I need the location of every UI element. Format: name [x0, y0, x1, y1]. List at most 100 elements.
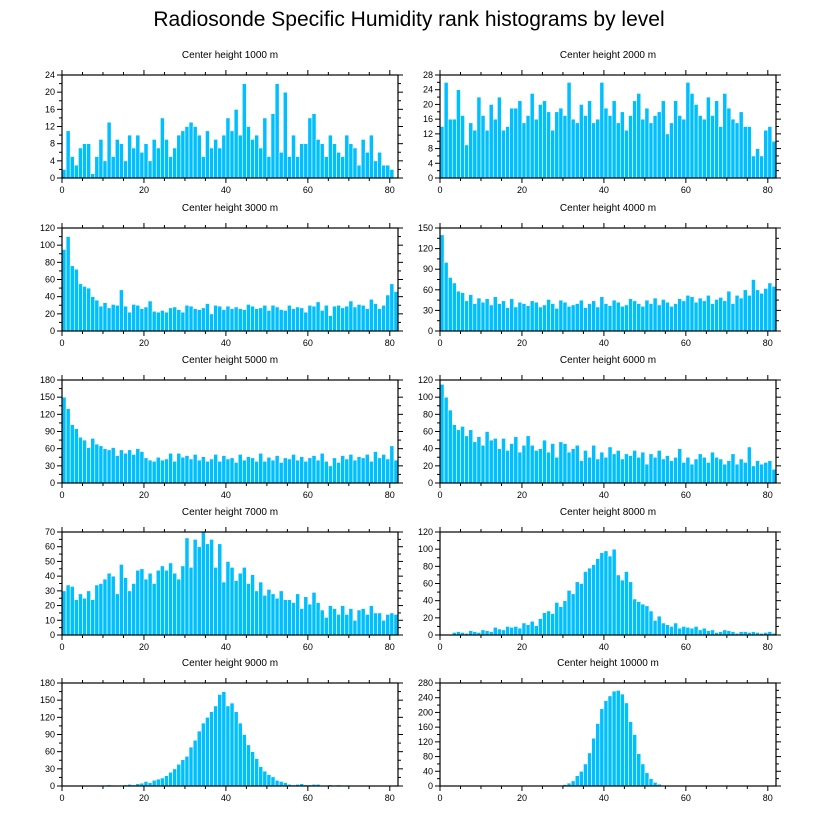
histogram-bar: [274, 306, 280, 332]
histogram-bar: [476, 96, 482, 179]
panel-title: Center height 7000 m: [182, 507, 278, 518]
histogram-bar: [332, 143, 337, 179]
y-tick-label: 40: [45, 292, 55, 302]
histogram-bar: [135, 448, 141, 484]
histogram-bar: [69, 265, 75, 332]
histogram-bar: [90, 438, 96, 484]
histogram-bar: [258, 766, 264, 787]
histogram-bar: [131, 583, 137, 636]
x-tick-label: 20: [517, 338, 527, 348]
histogram-bar: [607, 555, 613, 636]
histogram-bar: [628, 455, 633, 484]
histogram-bar: [229, 308, 235, 332]
y-tick-label: 100: [40, 240, 55, 250]
histogram-bar: [377, 612, 382, 636]
histogram-bar: [192, 739, 198, 787]
histogram-bar: [599, 296, 605, 332]
histogram-bar: [587, 100, 592, 179]
histogram-bar: [550, 129, 556, 179]
histogram-bar: [291, 454, 296, 484]
histogram-bar: [229, 702, 235, 787]
histogram-panel: Center height 3000 m 0 20 40 60 80 100 120 0 20 40…: [40, 203, 403, 348]
histogram-bar: [168, 452, 173, 484]
x-tick-label: 60: [681, 642, 691, 652]
histogram-bar: [443, 396, 449, 484]
x-tick-label: 40: [599, 490, 609, 500]
y-tick-label: 0: [428, 630, 433, 640]
histogram-bar: [172, 572, 178, 636]
histogram-bar: [763, 288, 769, 332]
histogram-bar: [176, 452, 182, 484]
histogram-bar: [546, 610, 551, 636]
y-tick-label: 100: [418, 392, 433, 402]
histogram-bar: [673, 303, 678, 332]
histogram-bar: [607, 305, 613, 332]
histogram-bar: [393, 614, 399, 636]
histogram-bar: [665, 301, 670, 332]
histogram-bar: [237, 308, 243, 332]
histogram-bar: [254, 134, 259, 179]
histogram-bar: [78, 283, 83, 332]
y-tick-label: 180: [40, 678, 55, 688]
histogram-bar: [587, 752, 592, 787]
histogram-bar: [192, 126, 198, 179]
histogram-bar: [591, 737, 597, 787]
histogram-bar: [443, 82, 449, 179]
histogram-bar: [517, 100, 523, 179]
histogram-bar: [742, 126, 748, 179]
histogram-bar: [681, 300, 687, 332]
histogram-bar: [730, 303, 736, 332]
histogram-bar: [472, 303, 478, 332]
histogram-bar: [213, 139, 219, 179]
histogram-bar: [624, 453, 629, 484]
histogram-bar: [599, 451, 605, 484]
y-tick-label: 150: [40, 392, 55, 402]
histogram-bar: [480, 115, 486, 179]
y-tick-label: 40: [423, 596, 433, 606]
histogram-bar: [607, 695, 613, 787]
histogram-bar: [689, 627, 695, 636]
histogram-bar: [262, 460, 268, 484]
x-tick-label: 80: [763, 490, 773, 500]
histogram-bar: [188, 121, 194, 179]
histogram-bar: [517, 627, 523, 636]
histogram-bar: [209, 147, 214, 179]
histogram-bar: [574, 122, 580, 179]
histogram-bar: [492, 626, 498, 636]
histogram-bar: [501, 300, 506, 332]
y-tick-label: 40: [423, 766, 433, 776]
histogram-bar: [119, 143, 124, 179]
histogram-bar: [517, 301, 523, 332]
histogram-bar: [509, 626, 515, 636]
histogram-bar: [127, 590, 132, 636]
histogram-bar: [771, 140, 777, 179]
histogram-bar: [250, 457, 255, 484]
x-tick-label: 80: [385, 490, 395, 500]
histogram-bar: [155, 311, 161, 332]
histogram-bar: [381, 454, 387, 484]
histogram-bar: [693, 301, 699, 332]
y-tick-label: 60: [423, 427, 433, 437]
histogram-bar: [340, 307, 346, 332]
histogram-bar: [205, 717, 210, 787]
histogram-panel: Center height 9000 m 0 30 60 90 120 150 180 0 20 4…: [40, 658, 403, 803]
histogram-bar: [131, 454, 137, 484]
histogram-bar: [710, 629, 715, 636]
histogram-panel: Center height 6000 m 0 20 40 60 80 100 120 0 20 40…: [418, 355, 781, 500]
histogram-bar: [558, 441, 564, 484]
histogram-bar: [583, 115, 588, 179]
histogram-bar: [172, 306, 178, 332]
histogram-bar: [188, 305, 194, 332]
histogram-bar: [389, 445, 395, 484]
histogram-bar: [180, 759, 186, 787]
histogram-bar: [533, 450, 539, 484]
histogram-bar: [583, 571, 588, 636]
histogram-bar: [574, 775, 580, 787]
histogram-bar: [250, 139, 255, 179]
y-tick-label: 0: [50, 781, 55, 791]
x-tick-label: 0: [437, 490, 442, 500]
histogram-bar: [714, 456, 719, 484]
histogram-bar: [241, 83, 247, 179]
histogram-bar: [201, 456, 206, 484]
histogram-bar: [579, 299, 584, 332]
